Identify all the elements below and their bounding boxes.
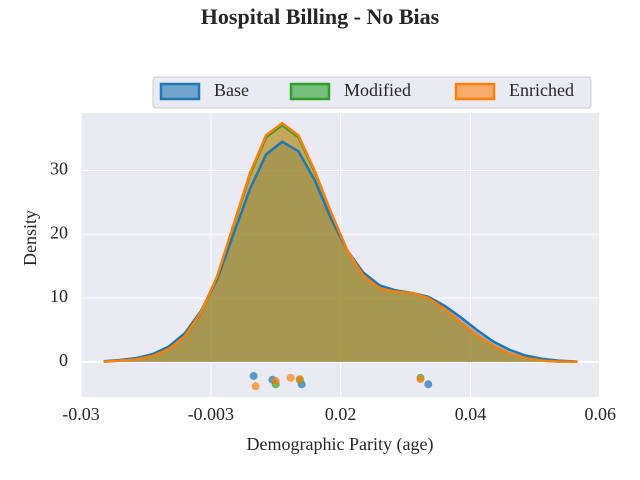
rug-point	[271, 377, 280, 386]
legend-label: Enriched	[509, 80, 574, 100]
y-axis-label: Density	[20, 210, 40, 266]
x-tick-label: -0.03	[62, 404, 100, 424]
legend-swatch	[159, 82, 201, 101]
rug-point	[295, 375, 304, 384]
y-tick-label: 0	[59, 350, 68, 370]
x-tick-label: -0.003	[188, 404, 235, 424]
chart-title: Hospital Billing - No Bias	[201, 4, 440, 29]
legend-label: Base	[214, 80, 249, 100]
x-tick-label: 0.04	[455, 404, 487, 424]
density-line	[103, 121, 578, 364]
x-tick-label: 0.02	[325, 404, 357, 424]
rug-point	[251, 382, 260, 391]
rug-point	[424, 380, 433, 389]
x-axis-label: Demographic Parity (age)	[247, 434, 434, 455]
density-area	[103, 123, 578, 362]
legend-swatch	[289, 82, 331, 101]
rug-point	[416, 375, 425, 384]
y-tick-label: 30	[50, 159, 68, 179]
density-area	[103, 125, 578, 362]
legend-swatch	[454, 82, 496, 101]
y-tick-label: 10	[50, 286, 68, 306]
x-tick-label: 0.06	[585, 404, 617, 424]
density-area	[103, 141, 578, 362]
rug-point	[286, 373, 295, 382]
legend-label: Modified	[344, 80, 411, 100]
y-tick-label: 20	[50, 222, 68, 242]
rug-point	[249, 371, 258, 380]
